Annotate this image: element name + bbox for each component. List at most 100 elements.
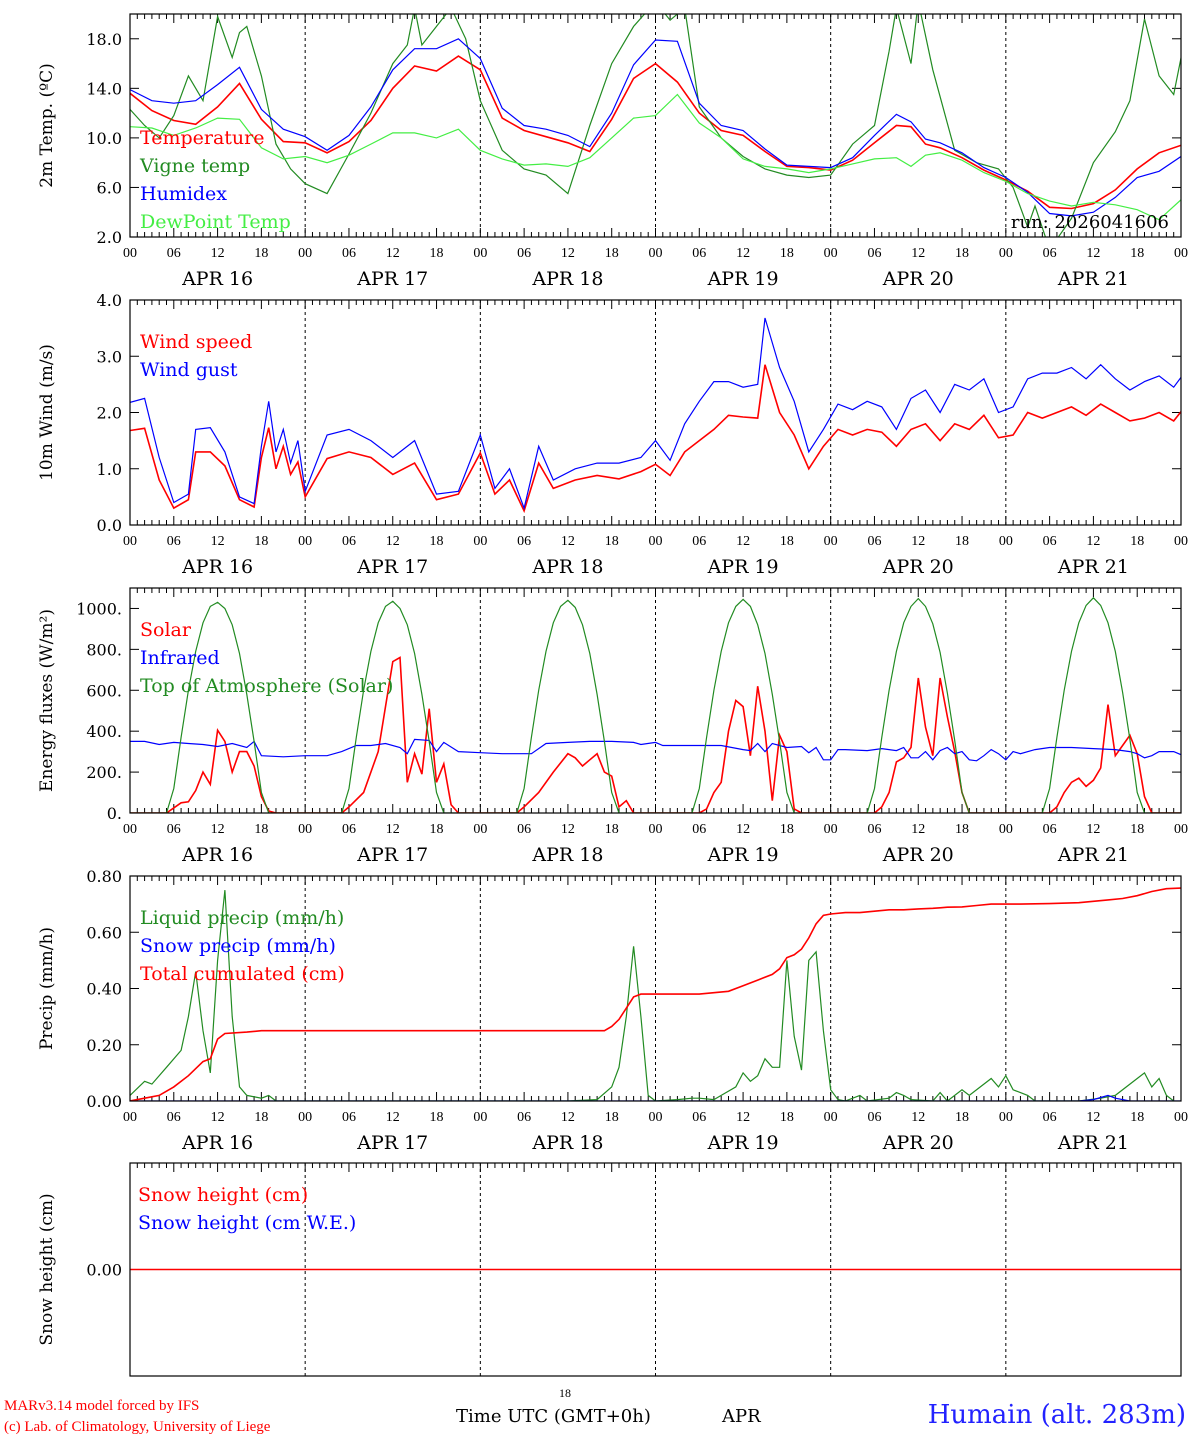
day-label: APR 16 — [181, 844, 253, 866]
x-tick-label: 18 — [254, 246, 268, 261]
x-tick-label: 18 — [430, 1110, 444, 1125]
x-tick-label: 18 — [605, 1110, 619, 1125]
x-tick-label: 18 — [955, 534, 969, 549]
x-tick-label: 18 — [780, 246, 794, 261]
y-tick-label: 18.0 — [86, 30, 122, 49]
x-tick-label: 00 — [649, 1110, 663, 1125]
model-credit: MARv3.14 model forced by IFS — [4, 1398, 200, 1414]
day-label: APR 19 — [707, 844, 779, 866]
x-tick-label: 18 — [780, 1110, 794, 1125]
x-tick-label: 12 — [736, 822, 750, 837]
x-tick-label: 06 — [342, 1110, 356, 1125]
day-label: APR 20 — [882, 844, 954, 866]
legend-entry: DewPoint Temp — [140, 211, 291, 233]
x-tick-label: 12 — [1086, 246, 1100, 261]
legend-entry: Top of Atmosphere (Solar) — [140, 675, 393, 697]
x-tick-label: 12 — [736, 534, 750, 549]
x-tick-label: 18 — [254, 534, 268, 549]
x-tick-label: 06 — [342, 534, 356, 549]
x-tick-label: 18 — [780, 822, 794, 837]
x-tick-label: 12 — [736, 1110, 750, 1125]
x-tick-label: 12 — [211, 534, 225, 549]
series-line — [130, 596, 1181, 813]
x-tick-label: 12 — [386, 822, 400, 837]
day-label: APR 16 — [181, 556, 253, 578]
x-tick-label: 00 — [123, 246, 137, 261]
y-tick-label: 200. — [86, 763, 122, 782]
y-tick-label: 2.0 — [97, 404, 122, 423]
x-tick-label: 00 — [824, 1110, 838, 1125]
x-tick-label: 06 — [167, 534, 181, 549]
x-tick-label: 12 — [911, 1110, 925, 1125]
day-label: APR 21 — [1057, 556, 1129, 578]
panel-frame — [129, 299, 1182, 526]
panel-frame — [129, 875, 1182, 1102]
y-tick-label: 0.00 — [86, 1092, 122, 1111]
x-tick-label: 00 — [649, 822, 663, 837]
x-tick-label: 00 — [1174, 246, 1188, 261]
x-tick-label: 00 — [298, 1110, 312, 1125]
x-tick-label: 06 — [1043, 246, 1057, 261]
x-tick-label: 06 — [867, 534, 881, 549]
x-tick-label: 00 — [473, 534, 487, 549]
series-line — [130, 1094, 1181, 1101]
day-label: APR 17 — [356, 268, 428, 290]
bottom-axis-tick: 18 — [559, 1386, 571, 1400]
series-line — [130, 364, 1181, 514]
legend-entry: Total cumulated (cm) — [140, 963, 345, 985]
legend-entry: Solar — [140, 619, 192, 641]
x-tick-label: 06 — [517, 534, 531, 549]
x-tick-label: 06 — [517, 1110, 531, 1125]
x-tick-label: 00 — [649, 246, 663, 261]
x-tick-label: 00 — [999, 822, 1013, 837]
series-line — [130, 656, 1181, 813]
x-tick-label: 00 — [824, 246, 838, 261]
x-tick-label: 00 — [123, 822, 137, 837]
x-tick-label: 06 — [342, 246, 356, 261]
day-label: APR 19 — [707, 1132, 779, 1154]
day-label: APR 18 — [531, 844, 603, 866]
x-tick-label: 06 — [867, 1110, 881, 1125]
legend-entry: Snow height (cm) — [138, 1184, 308, 1206]
x-tick-label: 12 — [1086, 822, 1100, 837]
x-tick-label: 00 — [298, 246, 312, 261]
x-tick-label: 18 — [254, 822, 268, 837]
legend-entry: Infrared — [140, 647, 220, 669]
x-tick-label: 06 — [1043, 822, 1057, 837]
legend-entry: Wind gust — [140, 359, 238, 381]
legend-entry: Wind speed — [140, 331, 252, 353]
x-tick-label: 06 — [167, 1110, 181, 1125]
day-label: APR 18 — [531, 556, 603, 578]
y-tick-label: 800. — [86, 640, 122, 659]
day-label: APR 16 — [181, 1132, 253, 1154]
y-axis-label: 10m Wind (m/s) — [37, 344, 57, 481]
series-line — [130, 14, 1181, 237]
station-name: Humain (alt. 283m) — [927, 1400, 1186, 1430]
legend-entry: Snow precip (mm/h) — [140, 935, 336, 957]
x-tick-label: 06 — [1043, 534, 1057, 549]
x-tick-label: 00 — [1174, 534, 1188, 549]
panel-frame — [129, 13, 1182, 238]
y-axis-label: Precip (mm/h) — [37, 927, 57, 1050]
lab-credit: (c) Lab. of Climatology, University of L… — [4, 1419, 271, 1435]
time-axis-title: Time UTC (GMT+0h) — [456, 1406, 651, 1427]
y-tick-label: 600. — [86, 681, 122, 700]
x-tick-label: 18 — [430, 246, 444, 261]
bottom-axis-month: APR — [722, 1406, 761, 1427]
x-tick-label: 00 — [999, 1110, 1013, 1125]
x-tick-label: 12 — [386, 246, 400, 261]
x-tick-label: 12 — [561, 822, 575, 837]
y-axis-label: Energy fluxes (W/m²) — [37, 609, 57, 792]
x-tick-label: 18 — [955, 1110, 969, 1125]
x-tick-label: 12 — [386, 1110, 400, 1125]
day-label: APR 21 — [1057, 844, 1129, 866]
day-label: APR 17 — [356, 556, 428, 578]
series-line — [130, 55, 1181, 210]
day-label: APR 20 — [882, 1132, 954, 1154]
x-tick-label: 12 — [386, 534, 400, 549]
x-tick-label: 00 — [123, 534, 137, 549]
y-tick-label: 14.0 — [86, 79, 122, 98]
legend-entry: Vigne temp — [139, 155, 250, 177]
legend-entry: Snow height (cm W.E.) — [138, 1212, 356, 1234]
